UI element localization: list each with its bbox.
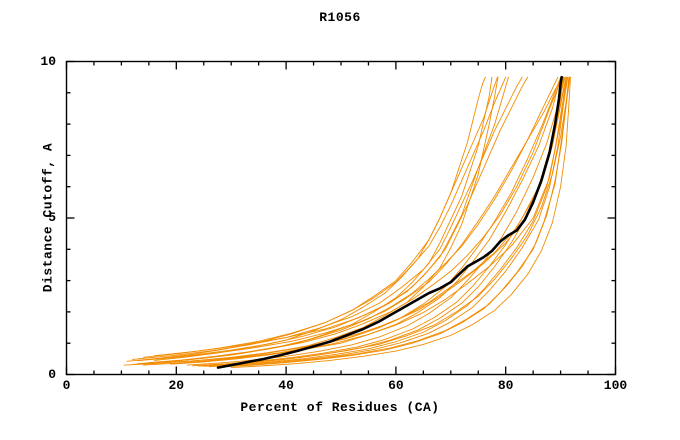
x-tick-label-0: 0: [62, 378, 71, 393]
x-tick-label-60: 60: [388, 378, 404, 393]
series-line-prediction-09: [175, 76, 499, 364]
series-line-prediction-22: [214, 76, 570, 366]
x-tick-label-20: 20: [168, 378, 185, 393]
series-line-prediction-19: [131, 76, 523, 360]
x-tick-label-100: 100: [603, 378, 628, 393]
series-line-prediction-03: [142, 76, 567, 366]
series-line-prediction-11: [186, 76, 566, 366]
y-tick-label-10: 10: [40, 53, 56, 69]
series-line-prediction-18: [208, 76, 569, 368]
series-line-prediction-21: [230, 76, 571, 369]
x-tick-label-80: 80: [497, 378, 514, 393]
series-line-prediction-08: [164, 76, 493, 363]
series-line-prediction-23: [153, 76, 509, 357]
chart-title: R1056: [319, 10, 361, 25]
series-line-prediction-13: [203, 76, 568, 367]
series-line-prediction-16: [181, 76, 562, 364]
series-line-prediction-24: [225, 76, 571, 367]
series-line-prediction-25: [137, 76, 564, 362]
series-line-prediction-10: [170, 76, 562, 365]
x-tick-label-40: 40: [278, 378, 294, 393]
series-lines: [123, 75, 571, 369]
y-tick-label-5: 5: [48, 210, 56, 225]
x-axis-label: Percent of Residues (CA): [240, 400, 440, 415]
series-line-reference: [216, 75, 564, 369]
series-line-prediction-20: [219, 76, 570, 368]
series-line-prediction-01: [123, 76, 564, 366]
series-line-prediction-14: [159, 76, 529, 360]
axis-frame: [65, 60, 617, 376]
series-line-prediction-15: [142, 76, 486, 358]
y-tick-label-0: 0: [48, 366, 56, 382]
